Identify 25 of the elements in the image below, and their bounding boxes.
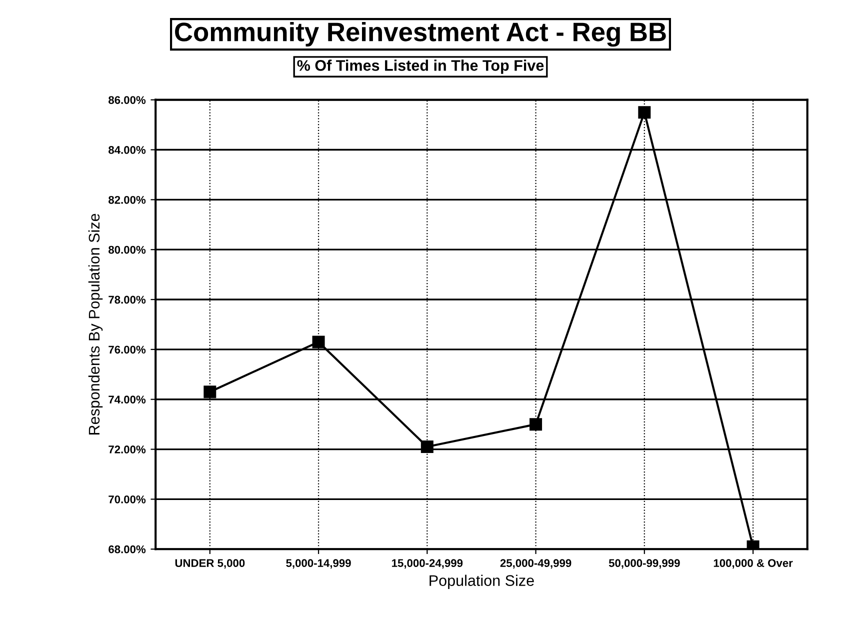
point [530, 418, 542, 431]
y-tick-label: 78.00% [108, 296, 146, 304]
x-tick-label: 15,000-24,999 [392, 559, 463, 569]
x-tick-label: 100,000 & Over [714, 559, 793, 569]
y-tick-label: 80.00% [108, 246, 146, 254]
chart-title: Community Reinvestment Act - Reg BB [175, 22, 666, 47]
point [638, 106, 651, 119]
point [420, 440, 434, 454]
y-tick-label: 84.00% [108, 146, 146, 154]
x-tick-label: 50,000-99,999 [608, 559, 680, 569]
x-axis-title: Population Size [430, 574, 534, 589]
point [312, 336, 325, 348]
y-axis-title: Respondents By Population Size [88, 214, 103, 434]
x-tick-label: 5,000-14,999 [286, 559, 351, 569]
y-tick-label: 70.00% [108, 495, 146, 504]
x-tick-label: UNDER 5,000 [175, 559, 245, 569]
point [204, 386, 216, 398]
y-tick-label: 72.00% [108, 446, 146, 454]
x-tick-label: 25,000-49,999 [500, 559, 572, 569]
y-tick-label: 68.00% [108, 545, 146, 554]
y-tick-label: 82.00% [108, 196, 146, 204]
y-tick-label: 74.00% [108, 396, 146, 404]
y-tick-label: 76.00% [108, 346, 146, 354]
chart-subtitle: % Of Times Listed in The Top Five [297, 60, 544, 74]
y-tick-label: 86.00% [108, 96, 146, 104]
